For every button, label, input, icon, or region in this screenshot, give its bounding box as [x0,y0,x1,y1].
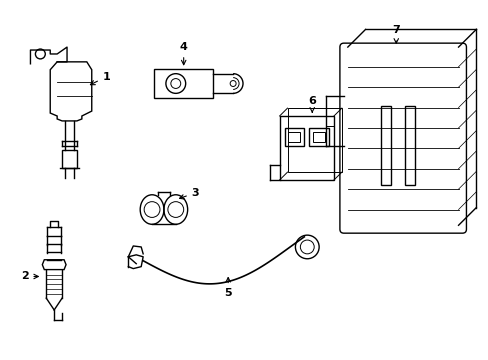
Text: 1: 1 [90,72,110,85]
Bar [308,128,328,145]
Bar [287,108,341,172]
Text: 6: 6 [307,96,316,112]
Text: 2: 2 [20,271,38,282]
Bar [405,106,414,185]
Bar [279,116,333,180]
Text: 5: 5 [224,278,231,298]
Text: 7: 7 [391,25,399,43]
Bar [313,132,325,141]
Text: 3: 3 [179,188,199,199]
Bar [284,128,304,145]
Bar [62,150,77,168]
Bar [381,106,390,185]
Bar [288,132,300,141]
Text: 4: 4 [180,42,187,65]
Bar [154,69,213,98]
